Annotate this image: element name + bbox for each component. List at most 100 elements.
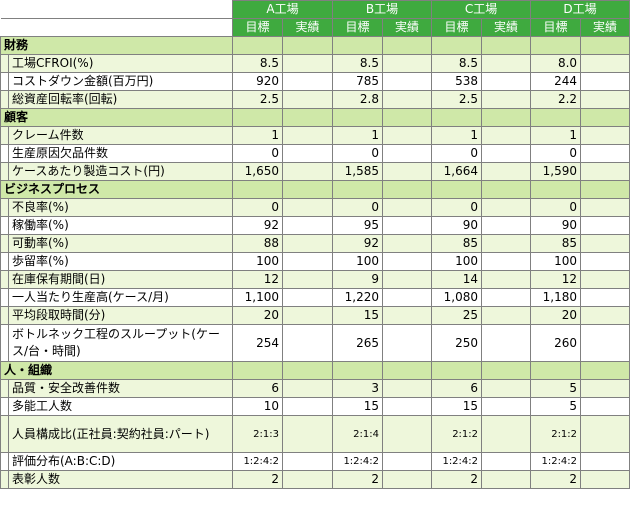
actual-value bbox=[481, 270, 532, 289]
actual-value bbox=[381, 90, 433, 109]
actual-value bbox=[381, 54, 433, 73]
section-title: 財務 bbox=[0, 36, 233, 55]
actual-value bbox=[481, 198, 532, 217]
row-label: ケースあたり製造コスト(円) bbox=[8, 162, 233, 181]
target-value: 1,590 bbox=[530, 162, 582, 181]
target-value: 1 bbox=[530, 126, 582, 145]
target-value: 25 bbox=[431, 306, 483, 325]
target-header: 目標 bbox=[431, 18, 483, 37]
target-value: 15 bbox=[431, 397, 483, 416]
row-label: 歩留率(%) bbox=[8, 252, 233, 271]
actual-value bbox=[580, 162, 630, 181]
row-label: 在庫保有期間(日) bbox=[8, 270, 233, 289]
table-row: 可動率(%) 88 92 85 85 bbox=[0, 234, 630, 253]
target-value: 3 bbox=[332, 379, 383, 398]
actual-value bbox=[282, 54, 333, 73]
row-label: 平均段取時間(分) bbox=[8, 306, 233, 325]
target-value: 2:1:2 bbox=[431, 415, 483, 453]
indent-cell bbox=[0, 270, 9, 289]
actual-value bbox=[282, 198, 333, 217]
target-value: 1 bbox=[232, 126, 283, 145]
indent-cell bbox=[0, 288, 9, 307]
actual-value bbox=[282, 126, 333, 145]
target-value: 6 bbox=[232, 379, 283, 398]
actual-value bbox=[481, 452, 532, 471]
actual-value bbox=[282, 270, 333, 289]
actual-value bbox=[580, 270, 630, 289]
indent-cell bbox=[0, 452, 9, 471]
indent-cell bbox=[0, 415, 9, 453]
actual-value bbox=[282, 144, 333, 163]
indent-cell bbox=[0, 72, 9, 91]
actual-value bbox=[381, 452, 433, 471]
target-value: 1,664 bbox=[431, 162, 483, 181]
target-value: 1:2:4:2 bbox=[232, 452, 283, 471]
table-row: クレーム件数 1 1 1 1 bbox=[0, 126, 630, 145]
section-empty-cell bbox=[232, 36, 283, 55]
actual-value bbox=[580, 216, 630, 235]
target-value: 2:1:2 bbox=[530, 415, 582, 453]
section-empty-cell bbox=[530, 108, 582, 127]
actual-value bbox=[580, 90, 630, 109]
actual-header: 実績 bbox=[580, 18, 630, 37]
indent-cell bbox=[0, 216, 9, 235]
actual-value bbox=[580, 415, 630, 453]
actual-value bbox=[381, 415, 433, 453]
target-value: 5 bbox=[530, 379, 582, 398]
actual-value bbox=[580, 72, 630, 91]
actual-value bbox=[282, 72, 333, 91]
section-empty-cell bbox=[381, 108, 433, 127]
actual-value bbox=[481, 415, 532, 453]
target-value: 100 bbox=[530, 252, 582, 271]
indent-cell bbox=[0, 306, 9, 325]
row-label: 不良率(%) bbox=[8, 198, 233, 217]
section-header-row: 財務 bbox=[0, 36, 630, 55]
actual-value bbox=[381, 198, 433, 217]
row-label: 多能工人数 bbox=[8, 397, 233, 416]
actual-value bbox=[282, 470, 333, 489]
target-value: 1:2:4:2 bbox=[431, 452, 483, 471]
actual-header: 実績 bbox=[381, 18, 433, 37]
target-header: 目標 bbox=[530, 18, 582, 37]
section-title: 人・組織 bbox=[0, 361, 233, 380]
actual-value bbox=[481, 72, 532, 91]
table-row: 一人当たり生産高(ケース/月) 1,100 1,220 1,080 1,180 bbox=[0, 288, 630, 307]
target-value: 1,100 bbox=[232, 288, 283, 307]
target-value: 265 bbox=[332, 324, 383, 362]
target-value: 260 bbox=[530, 324, 582, 362]
table-row: 評価分布(A:B:C:D) 1:2:4:2 1:2:4:2 1:2:4:2 1:2:4:… bbox=[0, 452, 630, 471]
section-empty-cell bbox=[530, 180, 582, 199]
table-row: 総資産回転率(回転) 2.5 2.8 2.5 2.2 bbox=[0, 90, 630, 109]
target-value: 0 bbox=[332, 144, 383, 163]
target-value: 92 bbox=[232, 216, 283, 235]
target-value: 85 bbox=[431, 234, 483, 253]
target-value: 0 bbox=[530, 198, 582, 217]
actual-value bbox=[580, 452, 630, 471]
section-empty-cell bbox=[332, 36, 383, 55]
actual-value bbox=[381, 144, 433, 163]
target-value: 90 bbox=[431, 216, 483, 235]
actual-value bbox=[282, 234, 333, 253]
indent-cell bbox=[0, 198, 9, 217]
indent-cell bbox=[0, 397, 9, 416]
section-empty-cell bbox=[481, 180, 532, 199]
actual-value bbox=[580, 144, 630, 163]
target-value: 1:2:4:2 bbox=[530, 452, 582, 471]
row-label: 稼働率(%) bbox=[8, 216, 233, 235]
table-row: 不良率(%) 0 0 0 0 bbox=[0, 198, 630, 217]
table-row: 表彰人数 2 2 2 2 bbox=[0, 470, 630, 489]
table-row: 在庫保有期間(日) 12 9 14 12 bbox=[0, 270, 630, 289]
actual-value bbox=[580, 126, 630, 145]
target-value: 254 bbox=[232, 324, 283, 362]
target-value: 90 bbox=[530, 216, 582, 235]
target-value: 2 bbox=[431, 470, 483, 489]
target-value: 2.2 bbox=[530, 90, 582, 109]
plant-b-header: B工場 bbox=[331, 0, 433, 19]
kpi-table: A工場 B工場 C工場 D工場 目標 実績 目標 実績 目標 実績 目標 実績 … bbox=[0, 0, 630, 489]
target-value: 100 bbox=[332, 252, 383, 271]
actual-value bbox=[282, 162, 333, 181]
target-value: 2 bbox=[232, 470, 283, 489]
plant-a-header: A工場 bbox=[232, 0, 333, 19]
indent-cell bbox=[0, 379, 9, 398]
section-header-row: 顧客 bbox=[0, 108, 630, 127]
